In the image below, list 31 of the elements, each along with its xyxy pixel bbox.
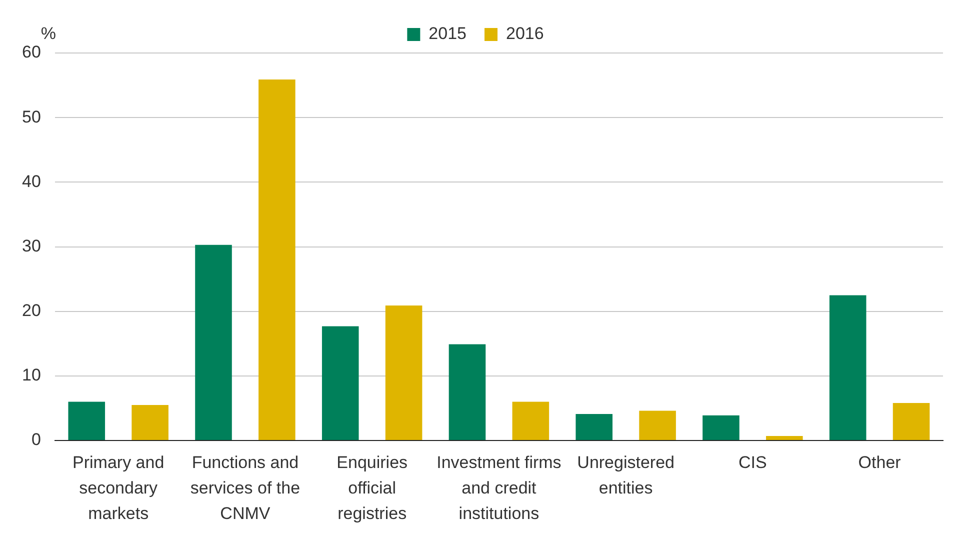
y-tick-label: 50 [22, 107, 41, 126]
y-tick-label: 60 [22, 42, 41, 62]
bar [576, 414, 613, 440]
bar [766, 436, 803, 440]
bar [892, 403, 930, 440]
bar [258, 79, 296, 440]
bar [132, 404, 168, 440]
x-tick-label: Unregistered entities [577, 452, 674, 498]
x-tick-label: Enquiries official registries [336, 452, 408, 523]
bar [512, 402, 550, 440]
x-tick-label: CIS [738, 452, 767, 472]
y-tick-label: 40 [22, 172, 41, 191]
y-axis-title: % [40, 24, 56, 44]
bar [639, 410, 676, 440]
bar [322, 326, 359, 440]
x-tick-label: Other [858, 452, 902, 472]
y-tick-label: 20 [22, 301, 41, 320]
legend-label: 2016 [506, 24, 544, 44]
bar [195, 244, 232, 440]
y-tick-label: 0 [31, 430, 41, 450]
bar [385, 306, 422, 440]
x-tick-label: Functions and services of the CNMV [190, 452, 300, 523]
bar [68, 402, 106, 440]
bar [702, 415, 740, 440]
x-tick-label: Primary and secondary markets [72, 452, 164, 523]
x-tick-label: Investment firms and credit institutions [436, 452, 562, 523]
legend-label: 2015 [428, 24, 467, 44]
bar [448, 344, 486, 440]
bar [829, 295, 866, 440]
y-tick-label: 30 [22, 236, 41, 256]
y-tick-label: 10 [22, 366, 41, 385]
